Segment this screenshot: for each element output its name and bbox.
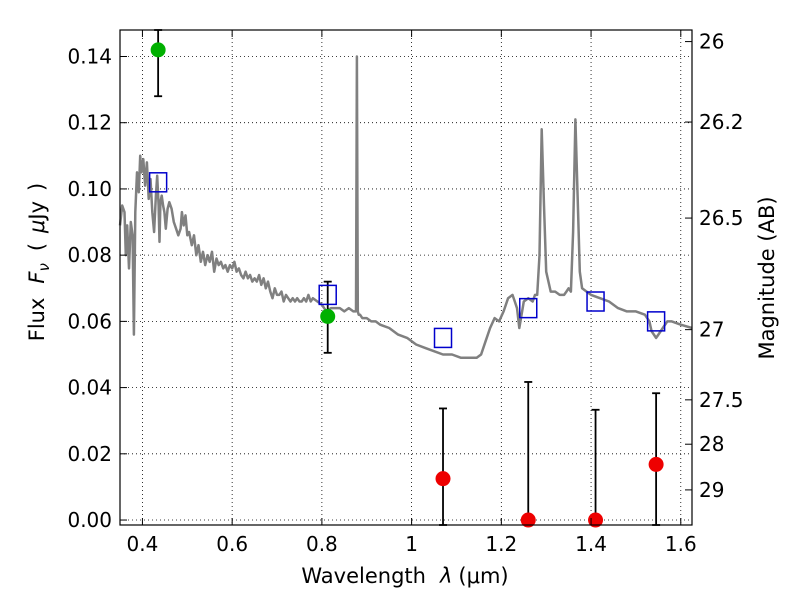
spectrum-line [118,55,693,360]
y2-tick-label: 26.2 [699,110,744,134]
x-tick-label: 0.8 [306,532,338,556]
y2-tick-label: 28 [699,432,724,456]
y2-tick-label: 26.5 [699,206,744,230]
x-tick-label: 1.4 [575,532,607,556]
y-tick-label: 0.14 [67,44,112,68]
x-axis-label: Wavelength λ (μm) [301,564,508,588]
model-photometry-square [148,172,168,193]
model-photometry-square [433,327,453,349]
x-tick-label: 0.4 [127,532,159,556]
y2-axis-label: Magnitude (AB) [755,196,779,359]
x-tick-label: 0.6 [216,532,248,556]
y-tick-label: 0.04 [67,376,112,400]
detection-point [320,308,336,324]
x-tick-label: 1.6 [665,532,697,556]
y2-tick-label: 27.5 [699,388,744,412]
y-tick-label: 0.00 [67,508,112,532]
upper-limit-point [520,512,536,528]
upper-limit-point [435,471,451,487]
y2-tick-label: 26 [699,30,724,54]
y-tick-label: 0.06 [67,309,112,333]
y-tick-label: 0.08 [67,243,112,267]
y-tick-label: 0.10 [67,177,112,201]
marker-layer [148,42,666,528]
model-photometry-square [318,284,337,306]
x-tick-label: 1 [405,532,418,556]
y2-tick-label: 27 [699,318,724,342]
plot-frame [119,29,693,526]
model-photometry-square [586,291,605,312]
spectrum-layer [118,55,693,360]
model-photometry-square [519,297,538,319]
upper-limit-point [648,456,664,472]
detection-point [150,42,166,58]
y-axis-label: FluxFν(μJy) [25,183,53,342]
y-tick-label: 0.12 [67,111,112,135]
model-photometry-square [646,311,666,332]
tick-layer: 0.4 0.6 0.8 1 1.2 1.4 1.6 0.00 0.02 0.04 0.06 0.08 0… [67,30,743,556]
y-tick-label: 0.02 [67,442,112,466]
x-tick-label: 1.2 [485,532,517,556]
y2-tick-label: 29 [699,478,724,502]
upper-limit-point [588,512,604,528]
